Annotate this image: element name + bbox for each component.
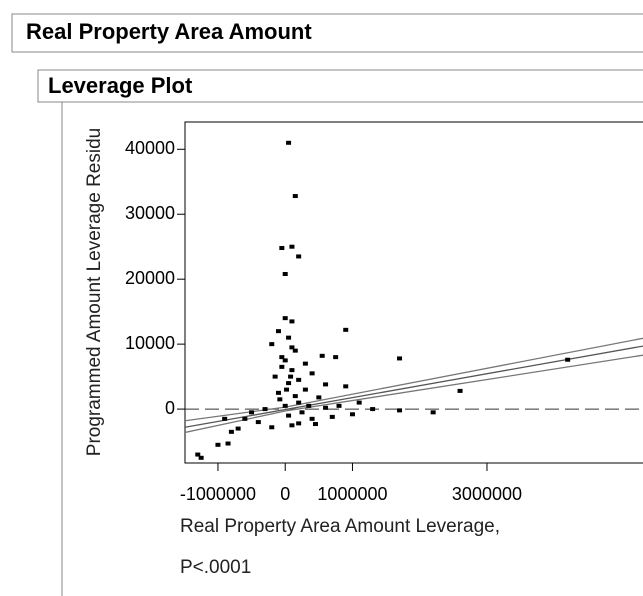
point	[289, 244, 295, 249]
point	[430, 410, 436, 415]
point	[370, 407, 376, 412]
point	[286, 381, 292, 386]
point	[195, 452, 201, 457]
point	[457, 388, 463, 393]
point	[319, 353, 325, 358]
point	[302, 387, 308, 392]
point	[323, 405, 329, 410]
point	[275, 329, 281, 334]
point	[309, 416, 315, 421]
x-axis-label: Real Property Area Amount Leverage,	[180, 516, 500, 537]
point	[269, 342, 275, 347]
sub-title: Leverage Plot	[48, 73, 193, 98]
point	[397, 356, 403, 361]
point	[222, 416, 228, 421]
point	[262, 407, 268, 412]
point	[296, 254, 302, 259]
point	[249, 410, 255, 415]
fit-line	[185, 345, 643, 428]
point	[228, 429, 234, 434]
y-axis-label: Programmed Amount Leverage Residu	[84, 128, 105, 456]
point	[356, 400, 362, 405]
point	[323, 382, 329, 387]
point	[255, 420, 261, 425]
point	[198, 455, 204, 460]
point	[282, 358, 288, 363]
point	[282, 316, 288, 321]
y-tick-label: 0	[165, 398, 175, 418]
point	[316, 395, 322, 400]
point	[282, 403, 288, 408]
point	[279, 246, 285, 251]
point	[296, 400, 302, 405]
point	[289, 423, 295, 428]
fit-line	[185, 354, 643, 434]
point	[349, 412, 355, 417]
point	[282, 271, 288, 276]
x-tick-label: 1000000	[317, 484, 387, 504]
point	[242, 416, 248, 421]
point	[225, 441, 231, 446]
point	[299, 410, 305, 415]
point	[272, 374, 278, 379]
y-tick-label: 30000	[125, 203, 175, 223]
point	[333, 355, 339, 360]
point	[279, 355, 285, 360]
point	[312, 422, 318, 427]
point	[286, 335, 292, 340]
y-tick-label: 10000	[125, 333, 175, 353]
point	[289, 368, 295, 373]
sub-header[interactable]	[37, 69, 643, 103]
point	[296, 377, 302, 382]
x-tick-label: 0	[280, 484, 290, 504]
plot-frame	[184, 121, 643, 464]
point	[289, 345, 295, 350]
x-tick-label: -1000000	[180, 484, 256, 504]
x-tick-label: 3000000	[452, 484, 522, 504]
y-tick-label: 20000	[125, 268, 175, 288]
point	[269, 425, 275, 430]
point	[286, 140, 292, 145]
fit-line	[185, 337, 643, 422]
point	[235, 426, 241, 431]
point	[292, 194, 298, 199]
point	[284, 387, 290, 392]
point	[215, 442, 221, 447]
point	[329, 414, 335, 419]
point	[286, 413, 292, 418]
point	[292, 348, 298, 353]
point	[336, 403, 342, 408]
point	[565, 357, 571, 362]
point	[343, 384, 349, 389]
point	[279, 364, 285, 369]
point	[306, 403, 312, 408]
point	[309, 371, 315, 376]
point	[296, 421, 302, 426]
point	[288, 374, 294, 379]
y-tick-label: 40000	[125, 138, 175, 158]
point	[289, 319, 295, 324]
point	[277, 397, 283, 402]
outline-header[interactable]	[11, 13, 643, 53]
point	[397, 408, 403, 413]
point	[292, 394, 298, 399]
point	[275, 390, 281, 395]
x-axis-label: P<.0001	[180, 557, 251, 578]
point	[343, 327, 349, 332]
outline-title: Real Property Area Amount	[26, 19, 312, 44]
point	[302, 361, 308, 366]
